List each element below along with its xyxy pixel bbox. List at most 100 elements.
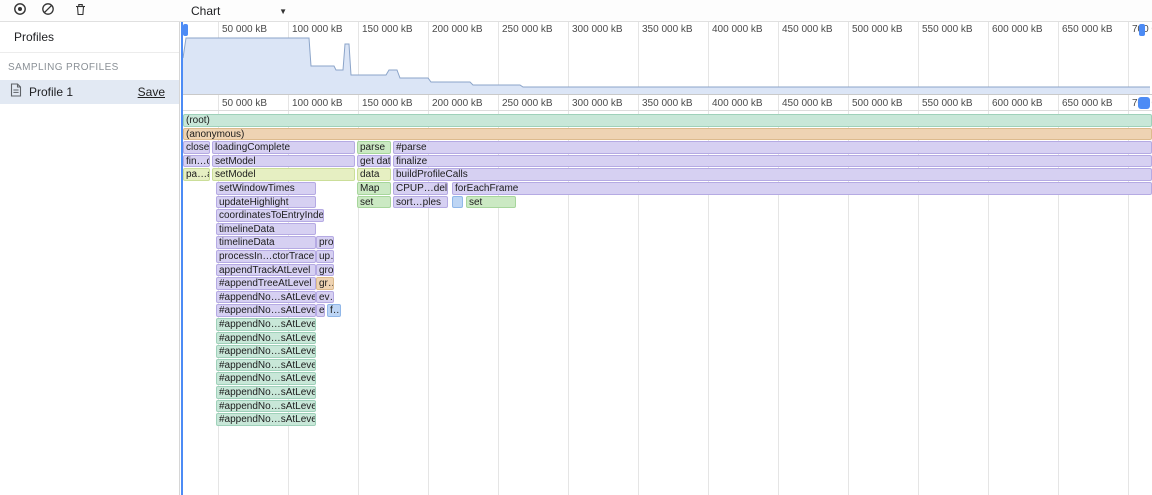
flame-bar[interactable]: parse bbox=[357, 141, 391, 154]
flame-bar[interactable]: set bbox=[357, 195, 391, 209]
flame-bar[interactable]: e… bbox=[316, 304, 325, 317]
ruler-tick-label: 500 000 kB bbox=[852, 98, 903, 109]
profile-document-icon bbox=[10, 82, 22, 102]
flame-ruler: 50 000 kB 100 000 kB 150 000 kB 200 000 kB 2… bbox=[183, 96, 1152, 111]
flame-bar[interactable]: get data bbox=[357, 154, 391, 168]
top-toolbar: Chart ▼ bbox=[0, 0, 1152, 22]
gridline bbox=[568, 22, 569, 495]
ruler-tick-label: 150 000 kB bbox=[362, 24, 413, 35]
ruler-tick-label: 250 000 kB bbox=[502, 24, 553, 35]
flame-bar[interactable]: #appendNo…sAtLevel bbox=[216, 372, 316, 385]
gridline bbox=[428, 22, 429, 495]
ruler-tick-label: 300 000 kB bbox=[572, 24, 623, 35]
flame-bar[interactable]: (anonymous) bbox=[183, 127, 1152, 141]
flame-bar[interactable]: #appendNo…sAtLevel bbox=[216, 304, 316, 317]
gridline bbox=[358, 22, 359, 495]
flame-bar[interactable]: pa…at bbox=[183, 168, 210, 181]
delete-profile-button[interactable] bbox=[72, 3, 88, 19]
flame-bar[interactable]: set bbox=[466, 195, 516, 209]
gridline bbox=[1058, 22, 1059, 495]
gridline bbox=[778, 22, 779, 495]
heap-sampling-panel: 50 000 kB 100 000 kB 150 000 kB 200 000 kB 2… bbox=[183, 22, 1152, 495]
flame-bar[interactable]: #appendTreeAtLevel bbox=[216, 277, 316, 290]
ruler-tick-label: 450 000 kB bbox=[782, 24, 833, 35]
ruler-tick-label: 600 000 kB bbox=[992, 24, 1043, 35]
trash-icon bbox=[74, 2, 87, 19]
sampling-profiles-section-label: SAMPLING PROFILES bbox=[8, 62, 119, 73]
flame-bar[interactable]: #appendNo…sAtLevel bbox=[216, 345, 316, 358]
flame-bar[interactable]: setWindowTimes bbox=[216, 182, 316, 195]
flame-bar[interactable]: up…up bbox=[316, 250, 334, 263]
overview-left-grip[interactable] bbox=[183, 24, 188, 36]
memory-graph-area bbox=[183, 38, 1150, 94]
flame-bar[interactable]: timelineData bbox=[216, 222, 316, 236]
flame-bar[interactable]: (root) bbox=[183, 114, 1152, 127]
flame-bar[interactable]: gro…ts bbox=[316, 263, 334, 277]
flame-bar[interactable]: #appendNo…sAtLevel bbox=[216, 331, 316, 345]
ruler-tick-label: 400 000 kB bbox=[712, 24, 763, 35]
flame-bar[interactable]: buildProfileCalls bbox=[393, 168, 1152, 181]
gridline bbox=[918, 22, 919, 495]
flame-bar[interactable]: f… bbox=[327, 304, 341, 317]
flame-bar[interactable]: close bbox=[183, 141, 210, 154]
record-heap-button[interactable] bbox=[12, 3, 28, 19]
profiles-sidebar: Profiles SAMPLING PROFILES Profile 1 Sav… bbox=[0, 22, 180, 495]
flame-bar[interactable]: proc…ata bbox=[316, 236, 334, 249]
ruler-tick-label: 200 000 kB bbox=[432, 98, 483, 109]
flame-bar[interactable]: data bbox=[357, 168, 391, 181]
flame-bar[interactable]: Map bbox=[357, 182, 391, 195]
flame-bar[interactable]: fin…ce bbox=[183, 154, 210, 168]
flame-bar[interactable]: CPUP…del bbox=[393, 182, 448, 195]
memory-graph-line bbox=[183, 37, 1150, 88]
gridline bbox=[988, 22, 989, 495]
profile-item[interactable]: Profile 1 Save bbox=[0, 80, 179, 104]
flame-bar[interactable]: setModel bbox=[212, 168, 355, 181]
clear-profiles-button[interactable] bbox=[40, 3, 56, 19]
flame-bar[interactable]: processIn…ctorTrace bbox=[216, 250, 316, 263]
flame-bar[interactable]: #parse bbox=[393, 141, 1152, 154]
flame-bar[interactable]: setModel bbox=[212, 154, 355, 168]
ruler-tick-label: 600 000 kB bbox=[992, 98, 1043, 109]
chart-view-select-label: Chart bbox=[191, 4, 221, 18]
chart-view-select[interactable]: Chart ▼ bbox=[187, 0, 291, 22]
ruler-tick-label: 50 000 kB bbox=[222, 24, 268, 35]
ruler-tick-label: 50 000 kB bbox=[222, 98, 268, 109]
ruler-tick-label: 500 000 kB bbox=[852, 24, 903, 35]
flame-bar[interactable]: coordinatesToEntryIndex bbox=[216, 209, 324, 222]
overview-right-grip[interactable] bbox=[1139, 24, 1145, 36]
flame-bar[interactable]: appendTrackAtLevel bbox=[216, 263, 316, 277]
profile-name: Profile 1 bbox=[29, 85, 74, 99]
ruler-tick-label: 350 000 kB bbox=[642, 24, 693, 35]
save-link[interactable]: Save bbox=[137, 85, 165, 99]
ruler-tick-label: 300 000 kB bbox=[572, 98, 623, 109]
profiles-header: Profiles bbox=[0, 22, 179, 53]
flame-bar[interactable]: updateHighlight bbox=[216, 195, 316, 209]
gridline bbox=[708, 22, 709, 495]
flame-bar[interactable]: loadingComplete bbox=[212, 141, 355, 154]
flame-bar[interactable]: #appendNo…sAtLevel bbox=[216, 413, 316, 426]
ruler-tick-label: 350 000 kB bbox=[642, 98, 693, 109]
flame-bar[interactable]: forEachFrame bbox=[452, 182, 1152, 195]
flame-bar[interactable] bbox=[452, 195, 463, 209]
ruler-tick-label: 150 000 kB bbox=[362, 98, 413, 109]
flame-bar[interactable]: #appendNo…sAtLevel bbox=[216, 290, 316, 304]
ruler-tick-label: 450 000 kB bbox=[782, 98, 833, 109]
ruler-tick-label: 550 000 kB bbox=[922, 98, 973, 109]
memory-overview[interactable]: 50 000 kB 100 000 kB 150 000 kB 200 000 kB 2… bbox=[183, 22, 1152, 95]
ruler-tick-label: 250 000 kB bbox=[502, 98, 553, 109]
flame-bar[interactable]: finalize bbox=[393, 154, 1152, 168]
gridline bbox=[498, 22, 499, 495]
ruler-tick-label: 650 000 kB bbox=[1062, 98, 1113, 109]
gridline bbox=[638, 22, 639, 495]
flame-bar[interactable]: #appendNo…sAtLevel bbox=[216, 358, 316, 372]
flame-chart[interactable]: (root) (anonymous) close loadingComplete par… bbox=[183, 112, 1152, 495]
flame-bar[interactable]: #appendNo…sAtLevel bbox=[216, 399, 316, 413]
flame-bar[interactable]: timelineData bbox=[216, 236, 316, 249]
flame-bar[interactable]: ev…ew bbox=[316, 290, 334, 304]
flame-bar[interactable]: #appendNo…sAtLevel bbox=[216, 386, 316, 399]
flame-bar[interactable]: #appendNo…sAtLevel bbox=[216, 318, 316, 331]
range-right-grip[interactable] bbox=[1138, 97, 1150, 109]
flame-bar[interactable]: sort…ples bbox=[393, 195, 448, 209]
flame-bar[interactable]: gr…ew bbox=[316, 277, 334, 290]
panel-splitter[interactable] bbox=[181, 22, 183, 495]
